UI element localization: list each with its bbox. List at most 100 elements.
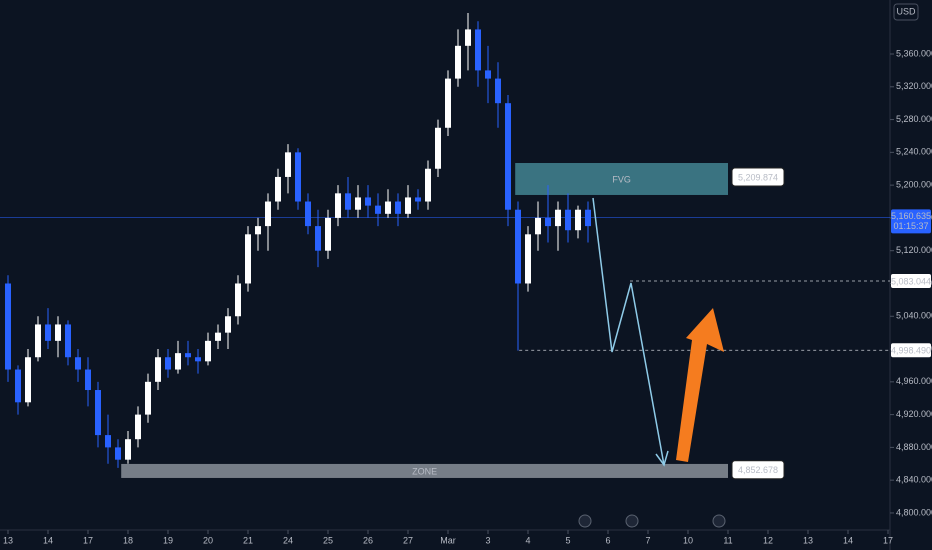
candle-body <box>215 332 221 341</box>
y-tick-label: 5,280.000 <box>896 114 932 124</box>
candle-body <box>65 324 71 358</box>
candle-body <box>575 209 581 231</box>
x-tick-label: 7 <box>645 535 650 545</box>
y-tick-label: 4,920.000 <box>896 409 932 419</box>
fvg-box <box>515 163 728 195</box>
x-tick-label: 13 <box>803 535 813 545</box>
x-tick-label: 18 <box>123 535 133 545</box>
x-tick-label: 24 <box>283 535 293 545</box>
candle-body <box>315 226 321 251</box>
fvg-label: FVG <box>612 174 631 184</box>
currency-box[interactable] <box>893 3 919 21</box>
last-price-tag <box>891 209 931 234</box>
candle-body <box>405 197 411 214</box>
x-tick-label: 20 <box>203 535 213 545</box>
candle-body <box>55 324 61 341</box>
x-tick-label: 19 <box>163 535 173 545</box>
candle-body <box>155 357 161 382</box>
candle-body <box>25 357 31 403</box>
candle-body <box>5 283 11 370</box>
x-tick-label: 3 <box>485 535 490 545</box>
candle-body <box>445 78 451 128</box>
candle-body <box>295 152 301 202</box>
candle-body <box>325 217 331 251</box>
candle-body <box>525 234 531 284</box>
currency[interactable]: USD <box>896 6 916 16</box>
x-tick-label: 6 <box>605 535 610 545</box>
y-tick-label: 5,320.000 <box>896 81 932 91</box>
x-tick-label: 25 <box>323 535 333 545</box>
candle-body <box>535 217 541 235</box>
candle-body <box>585 209 591 227</box>
x-tick-label: 14 <box>43 535 53 545</box>
candle-body <box>95 390 101 436</box>
candle-body <box>15 369 21 403</box>
candle-body <box>545 217 551 227</box>
candle-body <box>355 197 361 210</box>
projection-arrowhead <box>655 450 669 467</box>
candle-body <box>285 152 291 177</box>
candle-body <box>105 435 111 448</box>
x-tick-label: 17 <box>83 535 93 545</box>
bottom-icons <box>578 514 726 528</box>
level-tag <box>891 273 931 288</box>
x-tick-label: 13 <box>3 535 13 545</box>
candle-body <box>265 201 271 227</box>
candle-body <box>395 201 401 214</box>
candle-body <box>75 357 81 370</box>
candle-body <box>235 283 241 317</box>
candle-body <box>345 193 351 210</box>
candle-body <box>515 209 521 284</box>
zone-label: ZONE <box>412 466 437 476</box>
candle-body <box>115 447 121 460</box>
zone-price-label: 4,852.678 <box>738 465 778 475</box>
candle-body <box>485 70 491 79</box>
candle-body <box>425 168 431 202</box>
x-tick-label: 26 <box>363 535 373 545</box>
candle-body <box>365 197 371 206</box>
x-tick-label: 10 <box>683 535 693 545</box>
candle-body <box>45 324 51 341</box>
countdown: 01:15:37 <box>893 221 928 231</box>
y-tick-label: 5,200.000 <box>896 180 932 190</box>
x-tick-label: Mar <box>440 535 456 545</box>
candle-body <box>125 439 131 460</box>
x-tick-label: 4 <box>525 535 530 545</box>
candle-body <box>245 234 251 284</box>
candle-body <box>205 340 211 362</box>
y-tick-label: 4,840.000 <box>896 475 932 485</box>
level-tag <box>891 343 931 358</box>
level-label: 4,998.490 <box>891 346 931 356</box>
candle-body <box>505 103 511 210</box>
y-tick-label: 5,240.000 <box>896 147 932 157</box>
candle-body <box>305 201 311 227</box>
candle-body <box>455 45 461 79</box>
candle-body <box>385 201 391 214</box>
y-tick-label: 4,800.000 <box>896 507 932 517</box>
level-label: 5,083.044 <box>891 276 931 286</box>
candle-body <box>565 209 571 231</box>
candle-body <box>435 127 441 169</box>
candle-body <box>145 381 151 415</box>
candle-body <box>85 369 91 391</box>
candle-body <box>335 193 341 218</box>
x-tick-label: 12 <box>763 535 773 545</box>
y-tick-label: 5,040.000 <box>896 311 932 321</box>
candle-body <box>555 209 561 227</box>
y-tick-label: 5,120.000 <box>896 245 932 255</box>
candle-body <box>255 226 261 235</box>
last-price-label: 5,160.635 <box>891 211 931 221</box>
candle-body <box>465 29 471 46</box>
x-tick-label: 27 <box>403 535 413 545</box>
zone-box <box>121 463 728 478</box>
candle-body <box>415 197 421 202</box>
x-tick-label: 5 <box>565 535 570 545</box>
projection-path <box>592 197 665 466</box>
fvg-price-tag <box>731 167 785 187</box>
y-tick-label: 5,360.000 <box>896 48 932 58</box>
candle-body <box>195 357 201 362</box>
zone-price-tag <box>731 460 785 480</box>
x-tick-label: 21 <box>243 535 253 545</box>
candle-body <box>35 324 41 358</box>
